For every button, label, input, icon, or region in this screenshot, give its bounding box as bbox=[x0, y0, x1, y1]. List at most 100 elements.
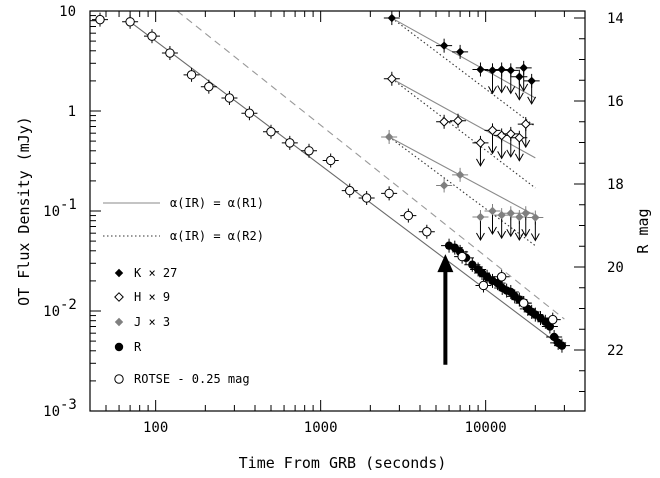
marker-filled-diamond bbox=[455, 47, 465, 57]
legend-series-label: H × 9 bbox=[134, 290, 170, 304]
marker-open-circle bbox=[224, 93, 235, 103]
y2-tick-label: 14 bbox=[607, 11, 624, 27]
marker-open-circle bbox=[204, 81, 214, 92]
series-rotse-0-25-mag bbox=[92, 12, 561, 327]
marker-open-circle bbox=[384, 188, 394, 199]
legend-series-label: J × 3 bbox=[134, 315, 170, 329]
marker-open-diamond bbox=[475, 137, 486, 148]
x-tick-label: 10000 bbox=[465, 420, 507, 436]
marker-filled-circle bbox=[549, 332, 559, 342]
arrow-head bbox=[437, 254, 454, 273]
legend-series-label: ROTSE - 0.25 mag bbox=[134, 372, 250, 386]
upper-limit-arrowhead bbox=[514, 153, 524, 162]
x-tick-label: 100 bbox=[143, 420, 168, 436]
marker-filled-circle bbox=[468, 260, 477, 269]
marker-open-diamond bbox=[453, 115, 463, 126]
marker-open-circle bbox=[422, 227, 432, 237]
marker-gray-diamond bbox=[506, 209, 515, 218]
upper-limit-arrowhead bbox=[521, 139, 531, 149]
model-line bbox=[391, 17, 536, 99]
marker-open-circle bbox=[285, 138, 295, 148]
series-k-27 bbox=[383, 11, 540, 105]
legend-series-label: R bbox=[134, 340, 142, 354]
marker-filled-diamond bbox=[488, 66, 497, 75]
upper-limit-arrowhead bbox=[497, 230, 507, 240]
marker-filled-diamond bbox=[519, 63, 528, 73]
marker-filled-diamond bbox=[497, 65, 506, 74]
marker-open-circle bbox=[266, 127, 276, 137]
marker-filled-diamond bbox=[506, 66, 515, 75]
marker-open-circle bbox=[518, 298, 529, 308]
marker-filled-diamond bbox=[527, 76, 536, 86]
y2-axis-title: R mag bbox=[634, 208, 652, 253]
y2-tick-label: 18 bbox=[607, 177, 624, 193]
upper-limit-arrowhead bbox=[488, 146, 497, 155]
y2-tick-label: 20 bbox=[607, 260, 624, 276]
upper-limit-arrowhead bbox=[519, 83, 529, 92]
marker-open-circle bbox=[125, 17, 135, 27]
upper-limit-arrowhead bbox=[506, 86, 516, 95]
legend: α(IR) = α(R1) α(IR) = α(R2) K × 27 H × 9 J ×… bbox=[103, 196, 264, 386]
marker-gray-diamond bbox=[521, 209, 530, 218]
upper-limit-arrowhead bbox=[497, 85, 507, 94]
legend-series-label: K × 27 bbox=[134, 266, 177, 280]
marker-gray-diamond bbox=[439, 181, 449, 190]
series-layer bbox=[92, 11, 570, 353]
upper-limit-arrowhead bbox=[497, 151, 507, 160]
marker-gray-diamond bbox=[476, 212, 485, 222]
y-tick-label: 10 bbox=[59, 4, 76, 20]
model-line bbox=[391, 78, 536, 159]
marker-filled-diamond bbox=[515, 72, 524, 81]
marker-filled-circle bbox=[545, 322, 555, 331]
marker-gray-diamond bbox=[114, 317, 124, 327]
y-tick-exponent: -1 bbox=[60, 197, 77, 213]
marker-gray-diamond bbox=[488, 206, 497, 216]
marker-gray-diamond bbox=[455, 170, 465, 180]
marker-open-circle bbox=[403, 210, 414, 221]
upper-limit-arrowhead bbox=[514, 92, 524, 101]
upper-limit-arrowhead bbox=[476, 232, 485, 242]
legend-line-label: α(IR) = α(R1) bbox=[170, 196, 264, 210]
marker-open-diamond bbox=[505, 129, 516, 139]
marker-open-diamond bbox=[386, 73, 397, 84]
series-h-9 bbox=[383, 71, 534, 167]
upper-limit-arrowhead bbox=[506, 149, 516, 158]
y-tick-label: 10 bbox=[43, 304, 60, 320]
marker-filled-diamond bbox=[387, 13, 397, 23]
marker-gray-diamond bbox=[515, 212, 524, 222]
y-tick-label: 1 bbox=[68, 104, 76, 120]
marker-open-circle bbox=[304, 146, 314, 156]
upper-limit-arrowhead bbox=[521, 228, 531, 238]
series-j-3 bbox=[381, 129, 544, 242]
marker-open-circle bbox=[186, 70, 197, 80]
marker-open-diamond bbox=[439, 116, 450, 127]
marker-open-circle bbox=[325, 155, 336, 166]
marker-gray-diamond bbox=[531, 213, 540, 222]
model-line bbox=[176, 10, 565, 320]
upper-limit-arrowhead bbox=[506, 228, 516, 238]
y-tick-exponent: -2 bbox=[60, 297, 77, 313]
y-tick-exponent: -3 bbox=[60, 397, 77, 413]
marker-gray-diamond bbox=[384, 132, 394, 142]
y-axis-title: OT Flux Density (mJy) bbox=[15, 116, 33, 306]
upper-limit-arrowhead bbox=[530, 233, 540, 242]
upper-limit-arrowhead bbox=[488, 226, 497, 236]
marker-filled-diamond bbox=[439, 41, 449, 50]
marker-open-circle bbox=[361, 193, 372, 203]
marker-open-circle bbox=[147, 31, 157, 41]
marker-open-diamond bbox=[520, 119, 531, 129]
marker-open-circle bbox=[548, 314, 558, 325]
marker-open-circle bbox=[345, 185, 355, 196]
marker-filled-circle bbox=[557, 341, 567, 350]
upper-limit-arrowhead bbox=[476, 158, 485, 167]
marker-open-circle bbox=[95, 14, 105, 25]
marker-open-circle bbox=[165, 48, 175, 58]
marker-open-circle bbox=[496, 272, 507, 282]
marker-filled-circle bbox=[114, 342, 124, 352]
upper-limit-arrowhead bbox=[514, 232, 524, 242]
marker-open-diamond bbox=[514, 132, 525, 143]
annotation-layer bbox=[437, 254, 454, 365]
marker-filled-diamond bbox=[476, 65, 485, 74]
marker-open-circle bbox=[478, 280, 489, 291]
